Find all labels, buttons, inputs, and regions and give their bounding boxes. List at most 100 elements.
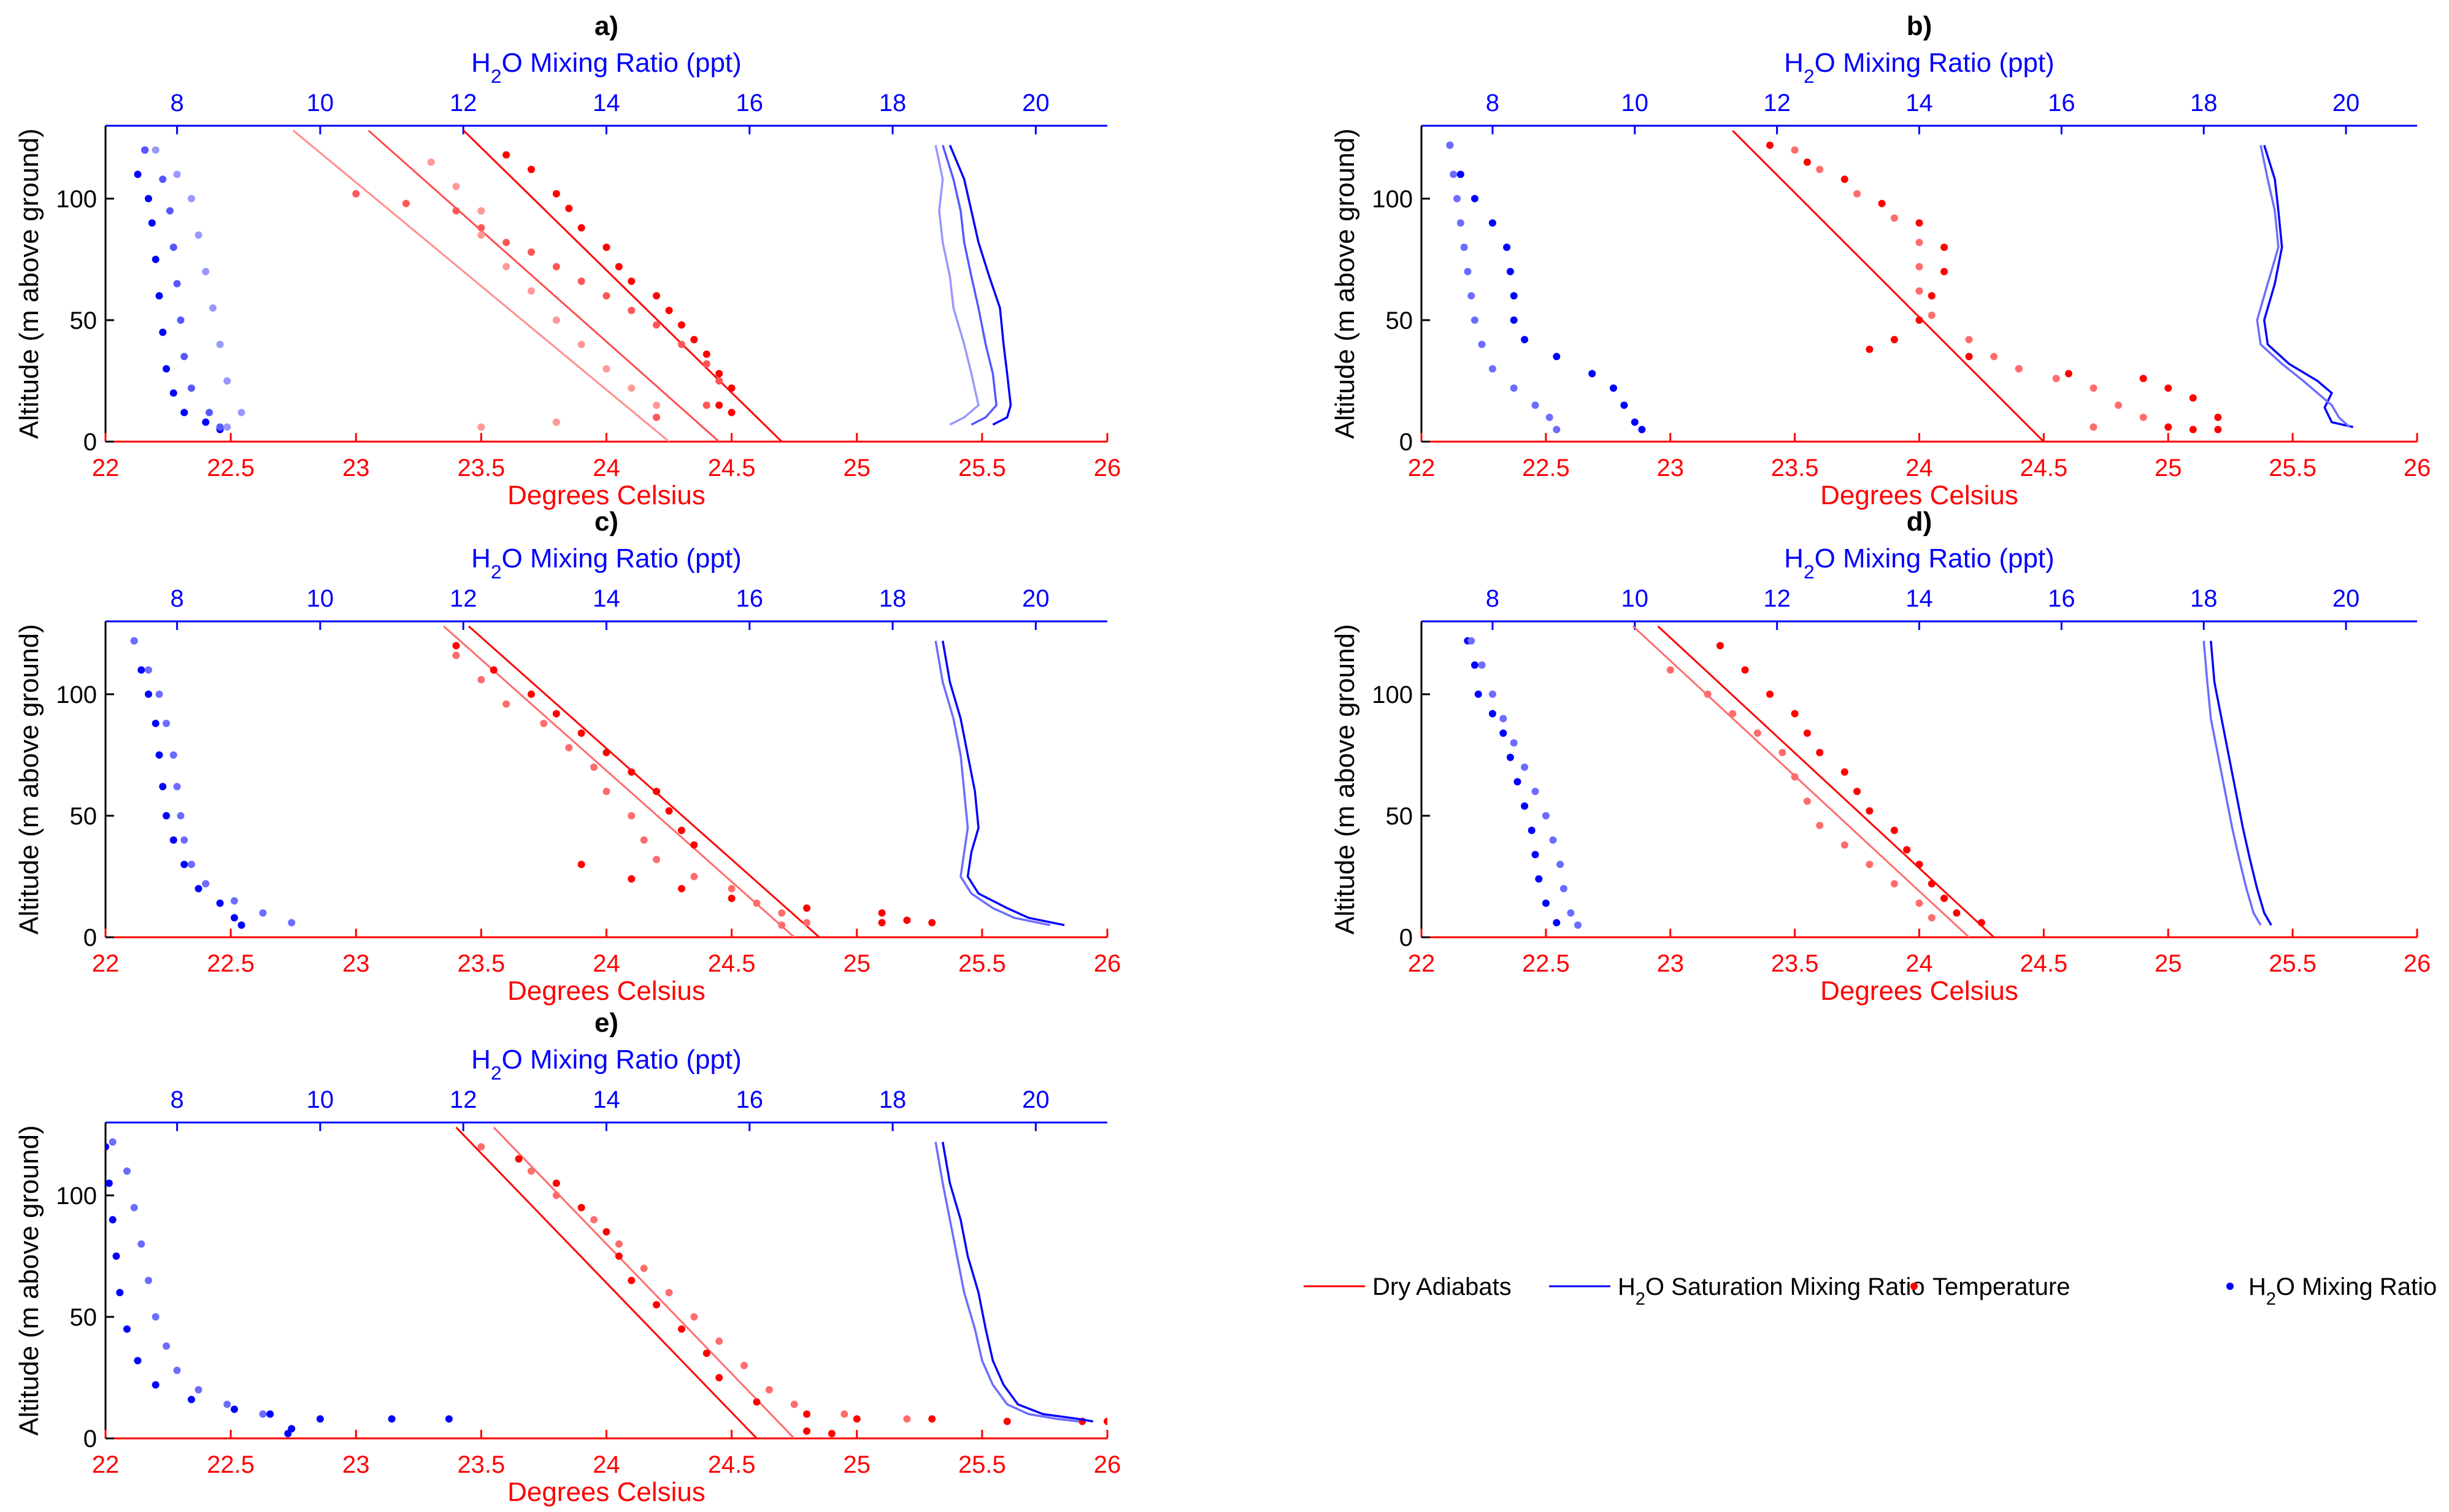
temperature-point [1853,788,1861,796]
temperature-point [452,651,460,659]
h2o-mixing-ratio-point [145,194,152,202]
bottom-tick-label: 26 [2404,455,2431,482]
temperature-point [477,207,485,215]
h2o-mixing-ratio-point [1488,690,1496,698]
bottom-tick-label: 23 [1657,950,1685,977]
temperature-point [577,861,585,869]
left-tick-label: 0 [83,429,97,456]
temperature-point [1965,353,1973,361]
temperature-point [653,788,661,796]
h2o-mixing-ratio-point [1588,370,1596,378]
temperature-point [778,921,786,929]
panel-label: b) [1907,11,1932,41]
temperature-point [653,292,661,300]
h2o-mixing-ratio-point [223,423,231,431]
temperature-point [1840,841,1848,849]
temperature-point [577,224,585,232]
temperature-point [803,1427,811,1435]
bottom-tick-label: 23 [1657,455,1685,482]
temperature-point [640,836,648,844]
h2o-mixing-ratio-point [163,720,171,727]
temperature-point [1940,267,1948,275]
temperature-point [640,1264,648,1272]
temperature-point [2115,401,2123,409]
temperature-point [552,1180,560,1187]
temperature-point [615,1240,623,1248]
y-axis-title: Altitude (m above ground) [14,1125,44,1435]
temperature-point [1791,710,1799,718]
temperature-point [540,720,548,727]
h2o-mixing-ratio-point [194,231,202,239]
temperature-point [1940,244,1948,251]
top-tick-label: 8 [1486,90,1499,117]
y-axis-title: Altitude (m above ground) [1330,128,1360,439]
h2o-mixing-ratio-point [173,280,181,288]
temperature-point [1840,768,1848,776]
left-tick-label: 100 [56,681,97,708]
h2o-mixing-ratio-point [237,409,245,416]
temperature-point [665,307,673,315]
temperature-point [678,321,685,329]
bottom-tick-label: 24 [1905,455,1933,482]
temperature-point [502,151,510,159]
dry-adiabats-line [463,129,783,442]
temperature-point [678,340,685,348]
temperature-point [928,919,936,927]
temperature-point [1766,141,1774,149]
temperature-point [1915,899,1923,907]
temperature-point [502,263,510,271]
top-tick-label: 20 [2332,585,2360,612]
h2o-mixing-ratio-point [1488,710,1496,718]
temperature-point [878,909,886,917]
bottom-tick-label: 23.5 [1771,950,1819,977]
h2o-mixing-ratio-point [216,423,224,431]
temperature-point [577,340,585,348]
h2o-mixing-ratio-point [288,919,296,927]
h2o-mixing-ratio-point [1446,141,1454,149]
temperature-point [702,1349,710,1357]
temperature-point [1977,919,1985,927]
h2o-mixing-ratio-point [1545,413,1553,421]
temperature-point [602,748,610,756]
top-tick-label: 14 [593,1086,620,1113]
bottom-tick-label: 25 [844,455,871,482]
top-tick-label: 14 [1905,90,1933,117]
h2o-mixing-ratio-point [1478,340,1486,348]
temperature-point [577,729,585,737]
temperature-point [903,1415,911,1423]
top-tick-label: 16 [736,585,764,612]
temperature-point [678,885,685,892]
temperature-point [2214,413,2222,421]
h2o-mixing-ratio-point [445,1415,453,1423]
h2o-mixing-ratio-point [1531,851,1539,859]
temperature-point [1990,353,1998,361]
temperature-point [690,1313,698,1321]
h2o-mixing-ratio-point [1553,919,1561,927]
panel-d: 22 22.5 23 23.5 24 24.5 25 25.5 26 8 10 12 14 16 18 20 0… [1330,507,2431,1006]
temperature-point [728,384,736,392]
h2o-mixing-ratio-point [1488,219,1496,227]
top-tick-label: 20 [1022,90,1050,117]
h2o-mixing-ratio-point [159,175,167,183]
h2o-mixing-ratio-point [188,194,195,202]
plot-area [106,1126,1107,1438]
top-tick-label: 20 [1022,1086,1050,1113]
h2o-saturation-mixing-ratio-line [2210,640,2272,926]
dry-adiabats-line [1657,625,1995,937]
h2o-mixing-ratio-point [134,171,142,178]
temperature-point [2065,370,2072,378]
top-tick-label: 8 [1486,585,1499,612]
h2o-mixing-ratio-point [231,914,238,922]
temperature-point [665,807,673,815]
temperature-point [928,1415,936,1423]
temperature-point [1816,166,1824,174]
dry-adiabats-line [293,129,670,442]
h2o-mixing-ratio-point [1453,194,1461,202]
bottom-tick-label: 24 [1905,950,1933,977]
temperature-point [602,292,610,300]
temperature-point [602,788,610,796]
x-axis-title: Degrees Celsius [1820,480,2018,510]
temperature-point [690,336,698,343]
h2o-mixing-ratio-point [173,783,181,791]
